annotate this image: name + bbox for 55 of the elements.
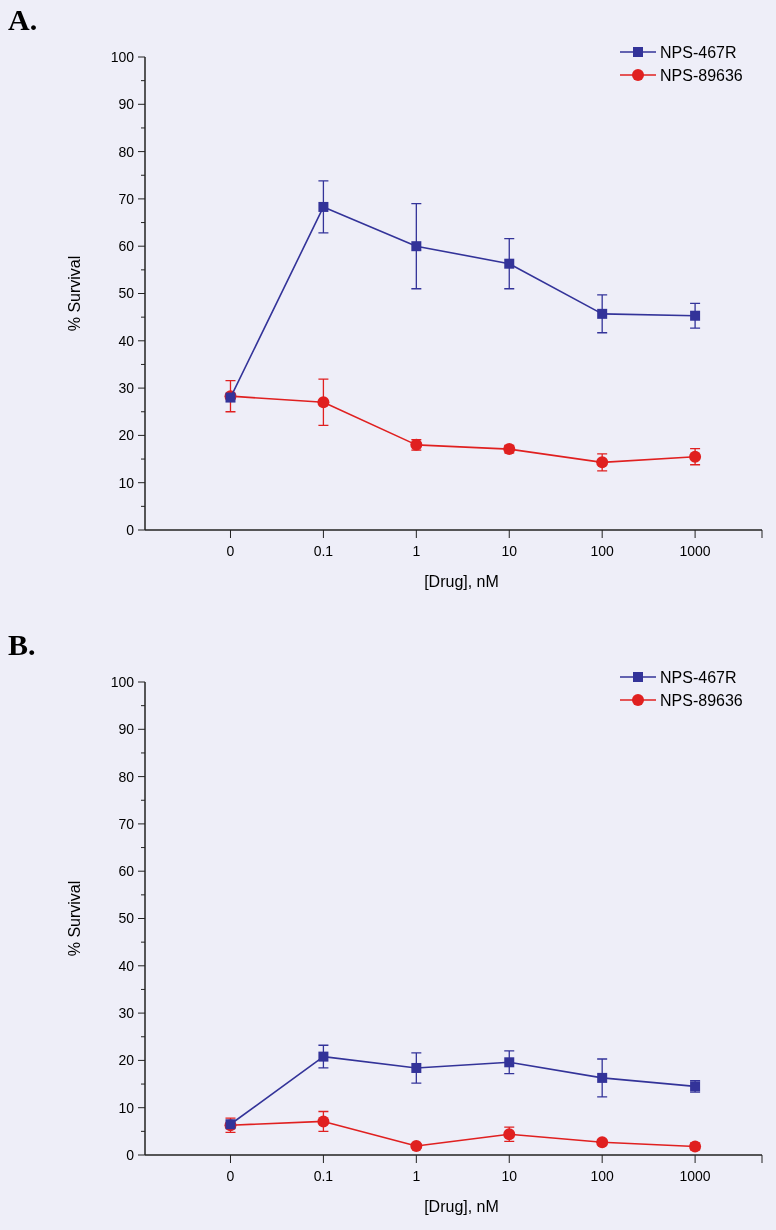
y-tick-label: 80 xyxy=(118,768,135,785)
x-tick-label: 10 xyxy=(501,1168,518,1184)
y-tick-label: 70 xyxy=(118,190,135,207)
y-axis-title: % Survival xyxy=(66,880,83,957)
chart-title: A. xyxy=(8,3,38,36)
y-tick-label: 20 xyxy=(118,427,135,444)
y-tick-label: 50 xyxy=(118,285,135,302)
legend-label: NPS-89636 xyxy=(660,66,743,84)
x-tick-label: 0.1 xyxy=(313,1168,334,1184)
y-tick-label: 100 xyxy=(110,48,135,65)
point xyxy=(318,201,329,212)
x-tick-label: 0.1 xyxy=(313,543,334,559)
x-tick-label: 1000 xyxy=(679,1168,711,1184)
point xyxy=(504,258,515,269)
y-tick-label: 80 xyxy=(118,143,135,160)
point xyxy=(411,241,422,252)
x-axis-title: [Drug], nM xyxy=(424,573,499,590)
y-tick-label: 30 xyxy=(118,1005,135,1021)
point xyxy=(504,1057,515,1068)
y-tick-label: 90 xyxy=(118,721,135,738)
y-tick-label: 70 xyxy=(118,815,135,832)
x-tick-label: 100 xyxy=(590,1168,615,1184)
x-tick-label: 1 xyxy=(412,543,421,559)
y-tick-label: 0 xyxy=(126,1146,135,1163)
legend-label: NPS-467R xyxy=(660,668,737,686)
chart-title: B. xyxy=(8,628,36,661)
point xyxy=(597,1072,608,1083)
y-tick-label: 60 xyxy=(118,238,135,255)
point xyxy=(690,310,701,321)
x-axis-title: [Drug], nM xyxy=(424,1198,499,1215)
y-tick-label: 20 xyxy=(118,1052,135,1069)
x-tick-label: 10 xyxy=(501,543,518,559)
x-tick-label: 0 xyxy=(226,543,235,559)
y-tick-label: 100 xyxy=(110,673,135,690)
y-tick-label: 0 xyxy=(126,521,135,538)
x-tick-label: 0 xyxy=(226,1168,235,1184)
point xyxy=(318,1051,329,1062)
y-tick-label: 10 xyxy=(118,1099,135,1116)
point xyxy=(317,396,330,409)
legend-label: NPS-89636 xyxy=(660,691,743,709)
x-tick-label: 1 xyxy=(412,1168,421,1184)
legend-label: NPS-467R xyxy=(660,43,737,61)
y-tick-label: 90 xyxy=(118,96,135,113)
point xyxy=(317,1115,330,1128)
y-tick-label: 30 xyxy=(118,380,135,396)
y-tick-label: 50 xyxy=(118,910,135,927)
y-tick-label: 60 xyxy=(118,863,135,880)
y-tick-label: 40 xyxy=(118,332,135,349)
point xyxy=(411,1062,422,1073)
x-tick-label: 100 xyxy=(590,543,615,559)
point xyxy=(597,308,608,319)
y-axis-title: % Survival xyxy=(66,255,83,332)
x-tick-label: 1000 xyxy=(679,543,711,559)
y-tick-label: 40 xyxy=(118,957,135,974)
y-tick-label: 10 xyxy=(118,474,135,491)
